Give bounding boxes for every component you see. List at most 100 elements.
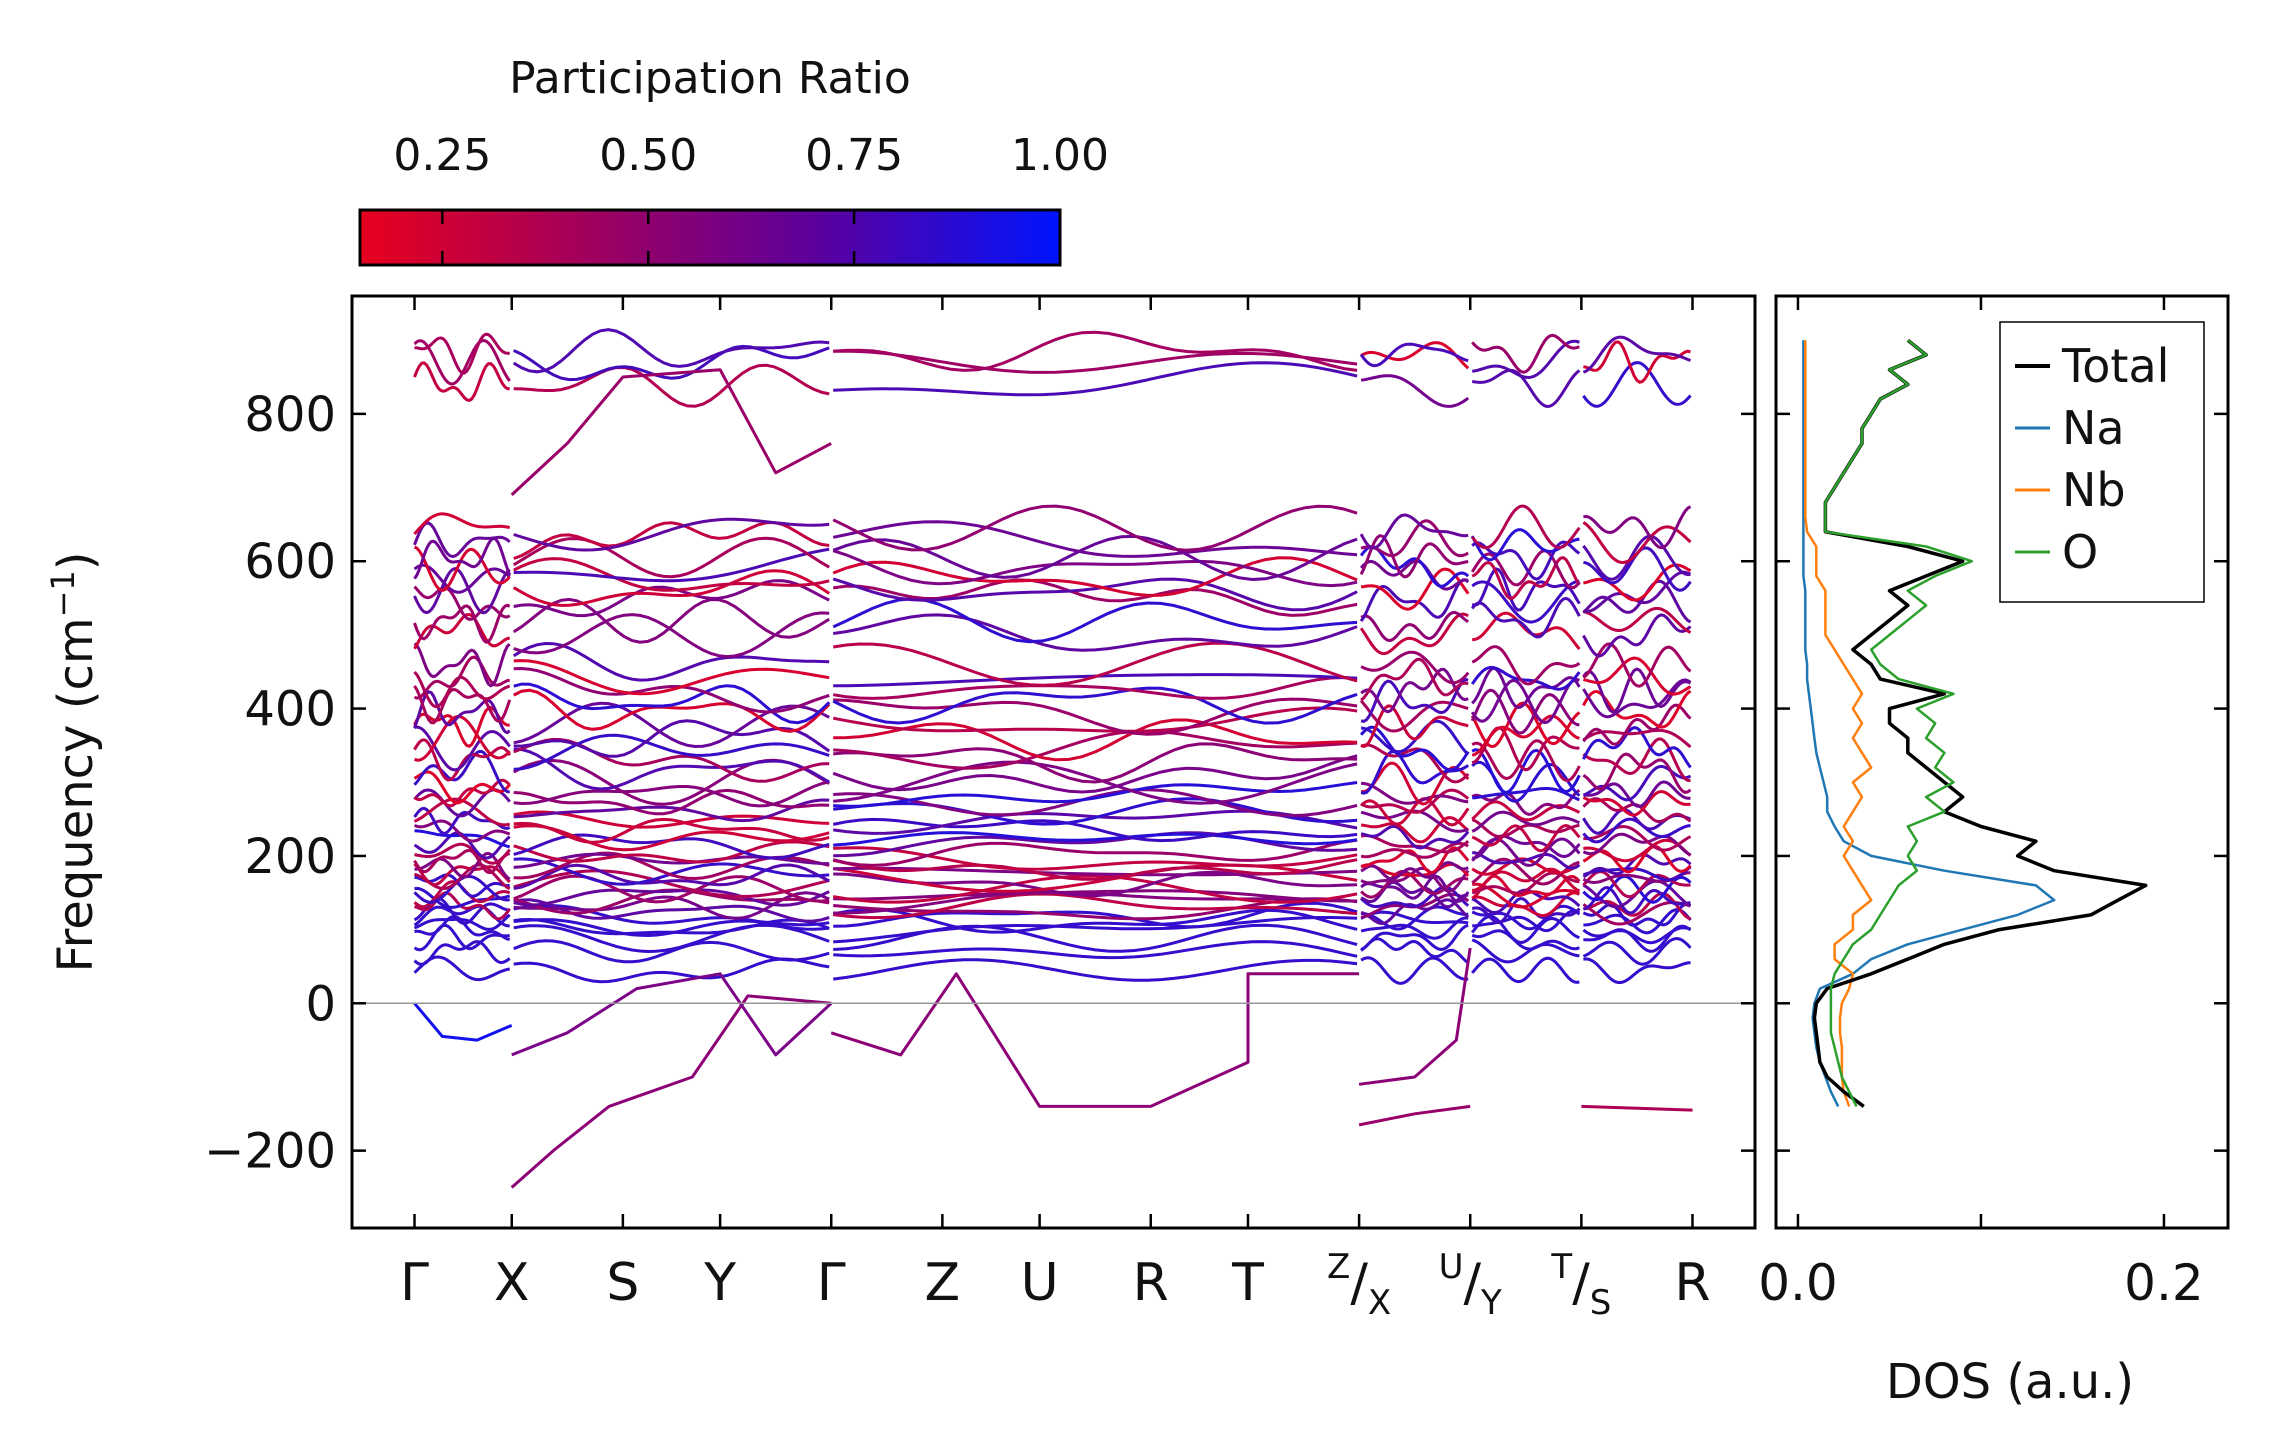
- phonon-branch: [1583, 824, 1692, 852]
- phonon-branch: [833, 760, 1358, 805]
- phonon-branch: [1583, 892, 1692, 921]
- phonon-branch: [414, 891, 511, 921]
- phonon-branch: [832, 578, 1358, 617]
- phonon-branch: [1582, 832, 1692, 857]
- phonon-branch: [1471, 666, 1581, 710]
- phonon-branch: [413, 690, 511, 735]
- phonon-branch: [1582, 689, 1692, 729]
- phonon-branch: [513, 903, 830, 931]
- phonon-branch: [833, 831, 1358, 847]
- x-tick-label: S: [606, 1253, 639, 1313]
- x-tick-label: R: [1674, 1253, 1710, 1313]
- phonon-branch: [413, 545, 511, 592]
- phonon-branch: [1471, 896, 1581, 925]
- soft-mode-branch: [413, 1002, 513, 1042]
- phonon-branch: [413, 361, 510, 402]
- soft-mode-branch: [1358, 947, 1472, 1086]
- phonon-branch: [1471, 540, 1581, 581]
- phonon-branch: [513, 874, 830, 904]
- phonon-branch: [832, 817, 1358, 843]
- phonon-branch: [832, 613, 1358, 652]
- phonon-branch: [832, 858, 1358, 881]
- phonon-branch: [513, 733, 830, 771]
- phonon-branch: [1582, 926, 1691, 945]
- dos-lines: [1802, 338, 2148, 1108]
- phonon-branch: [414, 714, 511, 762]
- legend-label: Nb: [2062, 463, 2126, 517]
- phonon-branch: [1471, 818, 1580, 839]
- phonon-branch: [1582, 579, 1692, 624]
- phonon-branch: [513, 344, 830, 382]
- x-tick-label: Z/X: [1327, 1247, 1391, 1323]
- y-tick-label: 0: [305, 976, 336, 1032]
- phonon-branch: [1582, 737, 1691, 782]
- phonon-branch: [413, 567, 511, 615]
- phonon-branch: [1360, 956, 1469, 985]
- soft-mode-branch: [1358, 1104, 1471, 1127]
- y-tick-label: 200: [244, 829, 336, 885]
- x-tick-label: Y: [703, 1253, 736, 1313]
- phonon-branch: [513, 898, 830, 923]
- phonon-branch: [513, 788, 830, 816]
- phonon-branch: [512, 328, 830, 374]
- phonon-branch: [833, 729, 1358, 770]
- phonon-branch: [513, 517, 830, 552]
- phonon-branch: [512, 641, 830, 682]
- phonon-branch: [512, 569, 831, 607]
- phonon-branch: [413, 585, 511, 621]
- phonon-branch: [513, 891, 830, 920]
- phonon-branch: [1360, 846, 1470, 875]
- phonon-branch: [832, 706, 1358, 733]
- phonon-branch: [1582, 335, 1691, 374]
- phonon-branch: [1360, 870, 1469, 899]
- dos-line-o: [1824, 339, 1974, 1107]
- phonon-branch: [1471, 739, 1581, 782]
- soft-mode-branch: [510, 994, 832, 1189]
- dispersion-axes-frame: [350, 294, 1757, 1230]
- phonon-branch: [1582, 521, 1692, 565]
- phonon-branch: [833, 916, 1358, 944]
- x-tick-label: U/Y: [1439, 1247, 1502, 1323]
- soft-mode-branch: [830, 972, 1360, 1108]
- phonon-branch: [413, 671, 511, 709]
- phonon-branch: [1583, 907, 1692, 935]
- soft-mode-branch: [511, 972, 833, 1057]
- legend-frame: [1999, 321, 2205, 603]
- phonon-branch: [1582, 789, 1691, 817]
- phonon-branch: [413, 913, 511, 931]
- phonon-branches: [413, 328, 1693, 1189]
- phonon-branch: [1360, 704, 1469, 749]
- phonon-branch: [513, 780, 830, 808]
- phonon-branch: [1360, 567, 1470, 611]
- phonon-branch: [1470, 677, 1580, 725]
- phonon-branch: [1472, 882, 1580, 909]
- phonon-branch: [1360, 874, 1470, 903]
- y-tick-label: 400: [244, 682, 336, 738]
- phonon-branch: [414, 873, 510, 898]
- colorbar-label: Participation Ratio: [509, 53, 911, 104]
- dos-x-tick-label: 0.2: [2124, 1254, 2204, 1312]
- phonon-branch: [1359, 342, 1469, 368]
- phonon-branch: [413, 685, 512, 725]
- phonon-branch: [1360, 657, 1469, 702]
- phonon-branch: [513, 888, 830, 907]
- phonon-branch: [1471, 823, 1581, 853]
- phonon-branch: [513, 611, 830, 659]
- phonon-branch: [513, 579, 830, 618]
- phonon-branch: [1472, 339, 1580, 380]
- phonon-branch: [513, 824, 830, 852]
- y-tick-label: 600: [244, 534, 336, 590]
- phonon-branch: [832, 520, 1358, 558]
- phonon-branch: [1582, 642, 1692, 688]
- phonon-branch: [1471, 714, 1580, 757]
- phonon-branch: [1470, 688, 1580, 735]
- colorbar-tick-label: 0.75: [805, 130, 903, 181]
- dos-axes-frame: [1774, 294, 2230, 1230]
- colorbar-tick-label: 1.00: [1011, 130, 1109, 181]
- phonon-branch: [1583, 340, 1691, 384]
- phonon-branch: [1471, 645, 1581, 686]
- phonon-branch: [1360, 861, 1469, 881]
- phonon-branch: [414, 819, 511, 843]
- phonon-branch: [1359, 534, 1469, 579]
